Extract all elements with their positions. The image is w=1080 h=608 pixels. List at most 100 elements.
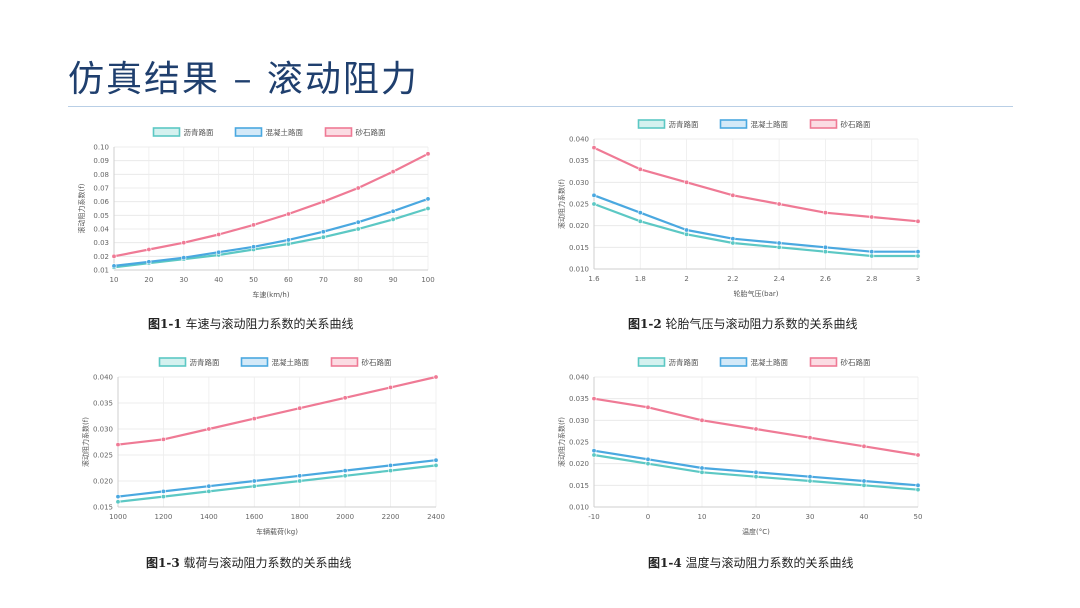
legend-label: 混凝土路面 bbox=[272, 357, 310, 367]
data-point bbox=[807, 478, 813, 484]
legend-swatch bbox=[152, 127, 181, 137]
data-point bbox=[915, 482, 921, 488]
page-title: 仿真结果 – 滚动阻力 bbox=[68, 59, 419, 100]
data-point bbox=[285, 237, 291, 243]
data-point bbox=[297, 405, 303, 411]
data-point bbox=[730, 236, 736, 242]
y-tick-label: 0.06 bbox=[93, 198, 109, 206]
data-point bbox=[390, 169, 396, 175]
x-axis-title: 车速(km/h) bbox=[252, 290, 289, 299]
data-point bbox=[730, 192, 736, 198]
data-point bbox=[206, 483, 212, 489]
legend-swatch bbox=[324, 127, 353, 137]
data-point bbox=[320, 234, 326, 240]
data-point bbox=[822, 244, 828, 250]
data-point bbox=[160, 488, 166, 494]
chart-speed: 沥青路面 混凝土路面 砂石路面 0.01 0.02 0.03 0.04 0.05 0.06 0.0… bbox=[77, 120, 443, 305]
data-point bbox=[861, 443, 867, 449]
data-point bbox=[776, 240, 782, 246]
data-point bbox=[807, 435, 813, 441]
x-tick-label: 10 bbox=[698, 513, 707, 521]
series-line bbox=[113, 207, 429, 269]
legend-label: 沥青路面 bbox=[669, 119, 699, 129]
data-point bbox=[390, 216, 396, 222]
caption-text: 温度与滚动阻力系数的关系曲线 bbox=[681, 556, 854, 570]
y-tick-label: 0.030 bbox=[569, 417, 589, 425]
data-point bbox=[861, 478, 867, 484]
data-point bbox=[753, 474, 759, 480]
data-point bbox=[251, 478, 257, 484]
y-tick-label: 0.010 bbox=[569, 504, 589, 512]
data-point bbox=[684, 227, 690, 233]
chart-load: 沥青路面 混凝土路面 砂石路面 0.015 0.020 0.025 0.030 0.035 0.… bbox=[78, 355, 453, 545]
data-point bbox=[699, 465, 705, 471]
x-tick-label: 90 bbox=[389, 276, 398, 284]
data-point bbox=[355, 185, 361, 191]
legend-label: 沥青路面 bbox=[190, 357, 220, 367]
x-tick-label: 30 bbox=[806, 513, 815, 521]
caption-text: 车速与滚动阻力系数的关系曲线 bbox=[181, 317, 354, 331]
data-point bbox=[390, 208, 396, 214]
data-point bbox=[433, 374, 439, 380]
y-axis-title: 滚动阻力系数(f) bbox=[81, 417, 90, 467]
y-tick-label: 0.01 bbox=[93, 267, 109, 275]
data-point bbox=[591, 452, 597, 458]
x-tick-label: 2.8 bbox=[866, 275, 877, 283]
y-axis-title: 滚动阻力系数(f) bbox=[557, 417, 566, 467]
data-point bbox=[807, 474, 813, 480]
data-point bbox=[355, 219, 361, 225]
x-tick-label: 1.6 bbox=[588, 275, 600, 283]
y-tick-label: 0.035 bbox=[569, 395, 589, 403]
y-tick-label: 0.040 bbox=[93, 374, 113, 382]
x-tick-label: 2 bbox=[684, 275, 688, 283]
caption-3: 图1-3 载荷与滚动阻力系数的关系曲线 bbox=[146, 554, 352, 571]
y-axis-title: 滚动阻力系数(f) bbox=[557, 179, 566, 229]
legend-label: 砂石路面 bbox=[356, 127, 386, 137]
data-point bbox=[822, 249, 828, 255]
x-tick-label: 100 bbox=[421, 276, 434, 284]
data-point bbox=[861, 482, 867, 488]
data-point bbox=[297, 473, 303, 479]
data-point bbox=[591, 145, 597, 151]
y-tick-label: 0.020 bbox=[569, 222, 589, 230]
y-tick-label: 0.010 bbox=[569, 266, 589, 274]
legend-swatch bbox=[809, 357, 838, 367]
data-point bbox=[684, 231, 690, 237]
x-tick-label: 2400 bbox=[427, 513, 445, 521]
legend-swatch bbox=[637, 119, 666, 129]
y-tick-label: 0.015 bbox=[93, 504, 113, 512]
legend-label: 砂石路面 bbox=[362, 357, 392, 367]
y-tick-label: 0.020 bbox=[569, 460, 589, 468]
y-axis-title: 滚动阻力系数(f) bbox=[77, 183, 86, 233]
caption-4: 图1-4 温度与滚动阻力系数的关系曲线 bbox=[648, 554, 854, 571]
data-point bbox=[637, 210, 643, 216]
data-point bbox=[297, 478, 303, 484]
series-line bbox=[117, 459, 437, 498]
x-tick-label: 60 bbox=[284, 276, 293, 284]
data-point bbox=[320, 199, 326, 205]
y-tick-label: 0.025 bbox=[569, 439, 589, 447]
legend-label: 混凝土路面 bbox=[266, 127, 304, 137]
data-point bbox=[869, 249, 875, 255]
series-line bbox=[593, 202, 918, 258]
x-tick-label: 30 bbox=[179, 276, 188, 284]
y-tick-label: 0.07 bbox=[93, 185, 109, 193]
y-tick-label: 0.09 bbox=[93, 157, 109, 165]
x-tick-label: 0 bbox=[646, 513, 650, 521]
data-point bbox=[342, 395, 348, 401]
x-tick-label: 80 bbox=[354, 276, 363, 284]
legend-label: 混凝土路面 bbox=[751, 357, 789, 367]
x-tick-label: 70 bbox=[319, 276, 328, 284]
data-point bbox=[146, 259, 152, 265]
data-point bbox=[591, 192, 597, 198]
caption-num: 图1-3 bbox=[146, 556, 180, 570]
data-point bbox=[111, 253, 117, 259]
series-line bbox=[113, 197, 429, 267]
data-point bbox=[730, 240, 736, 246]
data-point bbox=[776, 244, 782, 250]
data-point bbox=[591, 201, 597, 207]
data-point bbox=[591, 448, 597, 454]
caption-num: 图1-1 bbox=[148, 317, 182, 331]
data-point bbox=[216, 249, 222, 255]
data-point bbox=[342, 468, 348, 474]
